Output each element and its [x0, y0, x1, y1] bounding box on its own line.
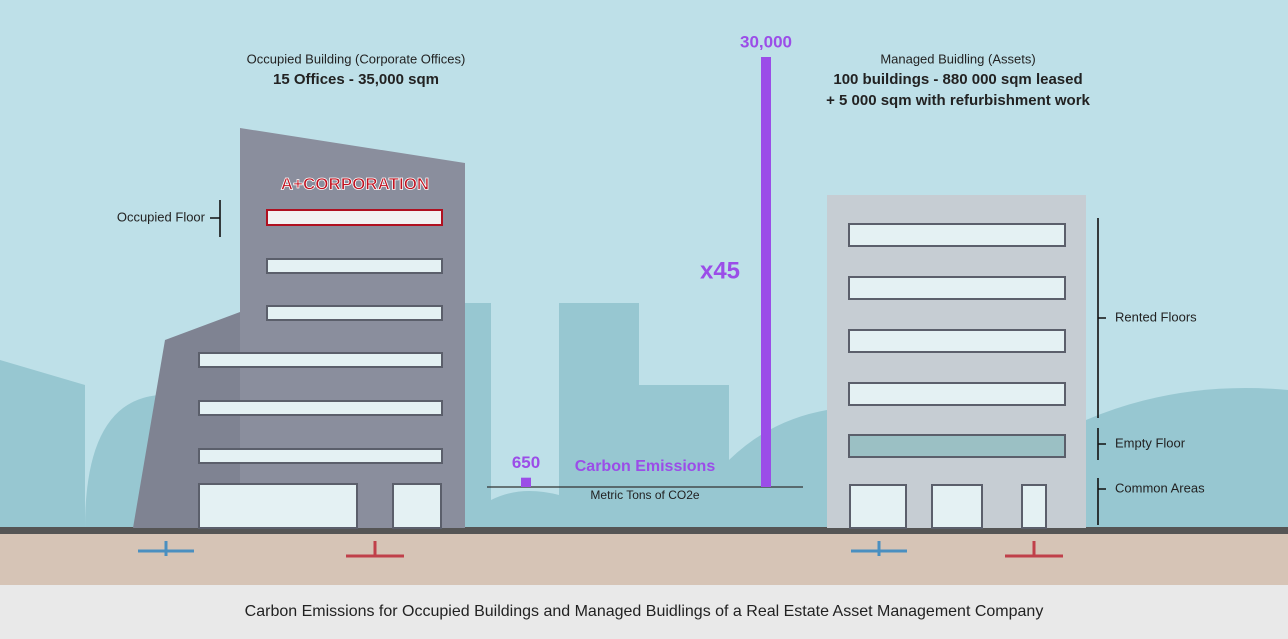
chart-title: Carbon Emissions	[575, 458, 716, 475]
managed-building	[827, 195, 1086, 528]
building-subtitle: + 5 000 sqm with refurbishment work	[826, 92, 1090, 109]
building-subtitle: 15 Offices - 35,000 sqm	[273, 71, 439, 88]
value-label: 30,000	[740, 32, 792, 51]
bar	[761, 57, 771, 487]
floor-label: Empty Floor	[1115, 435, 1186, 450]
page: {"chart_data": {"type": "bar", "title": …	[0, 0, 1288, 639]
annotation: x45	[700, 257, 740, 284]
floor-label: Occupied Floor	[117, 209, 206, 224]
ground-line	[0, 527, 1288, 534]
building-subtitle: 100 buildings - 880 000 sqm leased	[833, 71, 1082, 88]
logo: A+CORPORATION	[281, 174, 429, 193]
building-title: Occupied Building (Corporate Offices)	[247, 51, 466, 66]
y-label: Metric Tons of CO2e	[590, 488, 699, 502]
floor-label: Rented Floors	[1115, 309, 1197, 324]
value-label: 650	[512, 453, 540, 472]
building-title: Managed Buidling (Assets)	[880, 51, 1035, 66]
floor-label: Common Areas	[1115, 480, 1205, 495]
ground	[0, 534, 1288, 585]
infographic: A+CORPORATION Occupied Floor Occupied Bu…	[0, 0, 1288, 639]
bar	[521, 478, 531, 487]
caption: Carbon Emissions for Occupied Buildings …	[245, 603, 1044, 620]
